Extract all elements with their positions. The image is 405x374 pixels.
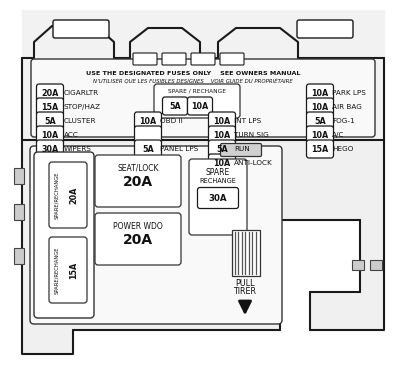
Text: ANTI-LOCK: ANTI-LOCK	[233, 160, 272, 166]
FancyBboxPatch shape	[187, 97, 212, 115]
FancyBboxPatch shape	[296, 20, 352, 38]
Text: 20A: 20A	[123, 233, 153, 247]
FancyBboxPatch shape	[95, 213, 181, 265]
Text: SEAT/LOCK: SEAT/LOCK	[117, 163, 158, 172]
Text: SPARE: SPARE	[205, 168, 230, 177]
Text: 5A: 5A	[142, 144, 153, 153]
FancyBboxPatch shape	[95, 155, 181, 207]
FancyBboxPatch shape	[208, 112, 235, 130]
Text: OBD II: OBD II	[160, 118, 182, 124]
Text: 5A: 5A	[313, 116, 325, 126]
FancyBboxPatch shape	[53, 20, 109, 38]
Text: 10A: 10A	[311, 131, 328, 140]
FancyBboxPatch shape	[306, 112, 333, 130]
Text: USE THE DESIGNATED FUSES ONLY    SEE OWNERS MANUAL: USE THE DESIGNATED FUSES ONLY SEE OWNERS…	[85, 71, 300, 76]
FancyBboxPatch shape	[208, 140, 235, 158]
Text: STOP/HAZ: STOP/HAZ	[64, 104, 101, 110]
FancyBboxPatch shape	[31, 59, 374, 137]
Text: 15A: 15A	[311, 144, 328, 153]
Text: A/C: A/C	[331, 132, 344, 138]
Text: CLUSTER: CLUSTER	[64, 118, 96, 124]
FancyBboxPatch shape	[133, 53, 157, 65]
Text: FOG-1: FOG-1	[331, 118, 354, 124]
Bar	[369, 260, 381, 270]
Text: HEGO: HEGO	[331, 146, 352, 152]
Text: 10A: 10A	[311, 89, 328, 98]
Bar	[231, 230, 259, 276]
Text: 10A: 10A	[191, 101, 208, 110]
FancyBboxPatch shape	[134, 126, 161, 144]
Text: INT LPS: INT LPS	[233, 118, 260, 124]
Bar	[14, 168, 24, 184]
Bar	[351, 260, 363, 270]
FancyBboxPatch shape	[208, 126, 235, 144]
Text: ACC: ACC	[64, 132, 79, 138]
Text: 5A: 5A	[215, 144, 227, 153]
Text: 10A: 10A	[213, 131, 230, 140]
Text: 30A: 30A	[41, 144, 58, 153]
FancyBboxPatch shape	[306, 84, 333, 102]
Text: N’UTILISER QUE LES FUSIBLES DESIGNES    VOIR GUIDE DU PROPRIÉTAIRE: N’UTILISER QUE LES FUSIBLES DESIGNES VOI…	[93, 78, 292, 84]
Text: 30A: 30A	[208, 193, 227, 202]
Polygon shape	[22, 58, 383, 140]
FancyBboxPatch shape	[197, 187, 238, 208]
FancyBboxPatch shape	[189, 159, 246, 235]
FancyBboxPatch shape	[190, 53, 215, 65]
FancyBboxPatch shape	[30, 146, 281, 324]
Text: WIPERS: WIPERS	[64, 146, 92, 152]
Text: CIGARLTR: CIGARLTR	[64, 90, 99, 96]
Text: AIR BAG: AIR BAG	[331, 104, 361, 110]
Text: PARK LPS: PARK LPS	[331, 90, 365, 96]
Bar	[14, 248, 24, 264]
Text: PULL: PULL	[234, 279, 254, 288]
FancyBboxPatch shape	[306, 126, 333, 144]
Text: 20A: 20A	[41, 89, 59, 98]
Text: PANEL LPS: PANEL LPS	[160, 146, 198, 152]
Text: 10A: 10A	[311, 102, 328, 111]
FancyBboxPatch shape	[306, 140, 333, 158]
Text: 15A: 15A	[69, 261, 78, 279]
Text: 10A: 10A	[213, 159, 230, 168]
Polygon shape	[291, 26, 371, 58]
FancyBboxPatch shape	[36, 84, 63, 102]
FancyBboxPatch shape	[162, 53, 185, 65]
Text: 5A: 5A	[169, 101, 181, 110]
Polygon shape	[34, 26, 114, 58]
Text: RECHANGE: RECHANGE	[199, 178, 236, 184]
FancyBboxPatch shape	[134, 112, 161, 130]
FancyBboxPatch shape	[208, 154, 235, 172]
FancyBboxPatch shape	[153, 84, 239, 118]
Bar	[14, 204, 24, 220]
Text: TIRER: TIRER	[233, 288, 256, 297]
FancyBboxPatch shape	[134, 140, 161, 158]
FancyBboxPatch shape	[36, 126, 63, 144]
Text: 10A: 10A	[213, 116, 230, 126]
FancyBboxPatch shape	[49, 162, 87, 228]
Text: TURN SIG: TURN SIG	[233, 132, 268, 138]
FancyBboxPatch shape	[34, 152, 94, 318]
FancyBboxPatch shape	[49, 237, 87, 303]
Text: 10A: 10A	[139, 116, 156, 126]
FancyBboxPatch shape	[306, 98, 333, 116]
FancyBboxPatch shape	[36, 112, 63, 130]
Text: 5A: 5A	[44, 116, 56, 126]
Text: 15A: 15A	[41, 102, 58, 111]
FancyBboxPatch shape	[36, 140, 63, 158]
Polygon shape	[22, 140, 383, 354]
Text: 10A: 10A	[41, 131, 58, 140]
Text: 20A: 20A	[69, 186, 78, 204]
FancyBboxPatch shape	[162, 97, 187, 115]
FancyBboxPatch shape	[220, 53, 243, 65]
Text: RUN: RUN	[233, 146, 249, 152]
Text: SPARE/RECHANGE: SPARE/RECHANGE	[54, 246, 60, 294]
Text: POWER WDO: POWER WDO	[113, 221, 162, 230]
FancyBboxPatch shape	[220, 144, 261, 156]
FancyBboxPatch shape	[36, 98, 63, 116]
Polygon shape	[22, 10, 383, 58]
Text: 20A: 20A	[123, 175, 153, 189]
Text: SPARE / RECHANGE: SPARE / RECHANGE	[168, 89, 226, 94]
Text: SPARE/RECHANGE: SPARE/RECHANGE	[54, 171, 60, 219]
